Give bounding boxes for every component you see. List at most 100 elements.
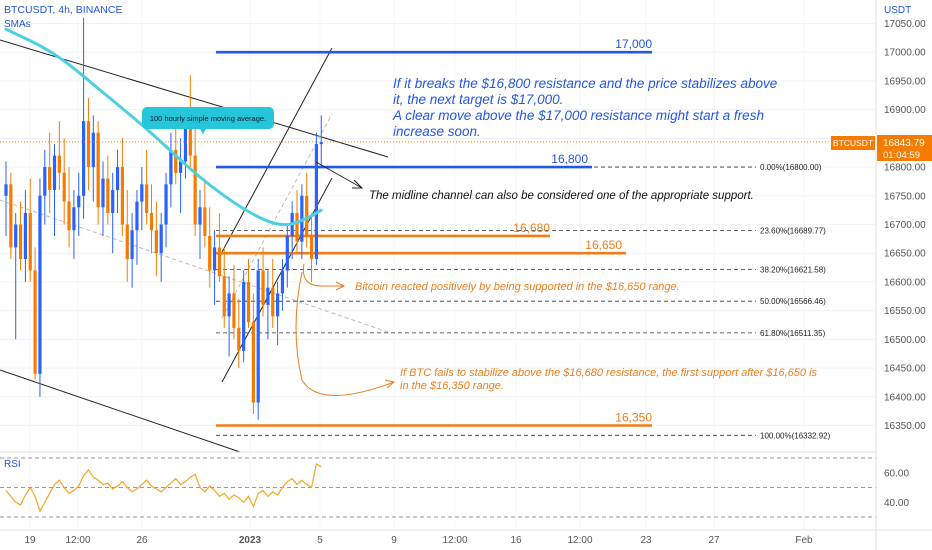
level-17000[interactable]: 17,000 xyxy=(216,37,652,54)
price-axis[interactable]: 17050.0017000.0016950.0016900.0016850.00… xyxy=(884,19,926,432)
candle xyxy=(125,190,129,282)
candle xyxy=(145,149,149,225)
candle xyxy=(217,213,221,282)
candle xyxy=(18,201,23,271)
candle-body xyxy=(319,141,323,145)
candle xyxy=(203,178,207,248)
time-tick-label: 12:00 xyxy=(442,535,467,546)
rsi-tick-label: 60.00 xyxy=(884,468,909,479)
ascending-channel-upper xyxy=(221,47,333,253)
candle xyxy=(135,190,139,265)
candle xyxy=(149,184,154,254)
candle-body xyxy=(77,195,81,208)
symbol-title[interactable]: BTCUSDT, 4h, BINANCE xyxy=(4,4,122,16)
candle xyxy=(72,190,76,259)
price-tick-label: 16350.00 xyxy=(884,421,926,432)
candle xyxy=(28,178,32,282)
candle xyxy=(251,293,255,415)
level-16680[interactable]: 16,680 xyxy=(216,221,550,238)
fib-level: 23.60%(16689.77) xyxy=(216,226,826,235)
candle-body xyxy=(62,172,66,202)
candle xyxy=(305,172,309,248)
candle-body xyxy=(222,276,226,317)
candle-body xyxy=(91,132,95,168)
candle xyxy=(232,264,236,340)
candle-body xyxy=(203,207,207,236)
candle xyxy=(154,201,158,277)
candle-body xyxy=(276,293,280,317)
candle xyxy=(86,98,91,191)
candle-body xyxy=(67,201,71,231)
time-tick-label: 5 xyxy=(317,535,323,546)
candle xyxy=(140,167,144,231)
rsi-grid xyxy=(0,457,876,518)
level-16800[interactable]: 16,800 xyxy=(216,152,592,169)
price-tick-label: 16400.00 xyxy=(884,392,926,403)
candle xyxy=(106,155,110,225)
time-tick-label: 12:00 xyxy=(567,535,592,546)
symbol-badge-text: BTCUSDT xyxy=(833,138,873,148)
rsi-axis: 60.00 40.00 xyxy=(884,468,909,509)
candle-body xyxy=(198,207,202,225)
candle-body xyxy=(309,235,314,259)
candle-body xyxy=(217,247,221,277)
candle xyxy=(319,115,323,168)
candle-body xyxy=(4,184,8,196)
candle xyxy=(111,172,115,254)
time-tick-label: 2023 xyxy=(239,535,262,546)
level-label: 16,350 xyxy=(615,411,652,425)
fib-label: 100.00%(16332.92) xyxy=(760,431,831,440)
candle-body xyxy=(154,230,158,254)
candle xyxy=(280,258,285,311)
time-tick-label: 26 xyxy=(136,535,148,546)
candle xyxy=(266,270,270,340)
candle-body xyxy=(314,144,318,259)
time-tick-label: 19 xyxy=(24,535,36,546)
candle-body xyxy=(179,161,183,173)
price-tick-label: 16600.00 xyxy=(884,277,926,288)
candle-body xyxy=(82,121,86,196)
price-tick-label: 16450.00 xyxy=(884,364,926,375)
candle xyxy=(222,247,226,328)
price-tick-label: 16700.00 xyxy=(884,220,926,231)
candle-body xyxy=(43,167,47,196)
time-axis[interactable]: 19 12:00 26 2023 5 9 12:00 16 12:00 23 27 Feb xyxy=(24,535,813,546)
time-tick-label: 23 xyxy=(640,535,652,546)
fib-level: 50.00%(16566.46) xyxy=(216,297,826,306)
candle xyxy=(256,258,260,420)
candle xyxy=(4,161,8,236)
candle xyxy=(271,258,275,328)
candle xyxy=(48,132,52,214)
fib-level: 61.80%(16511.35) xyxy=(216,329,826,338)
level-16650[interactable]: 16,650 xyxy=(216,238,626,255)
price-tick-label: 16650.00 xyxy=(884,249,926,260)
level-label: 16,650 xyxy=(585,238,622,252)
price-tick-label: 16800.00 xyxy=(884,163,926,174)
candle xyxy=(62,138,66,225)
level-16350[interactable]: 16,350 xyxy=(216,411,652,427)
candle xyxy=(212,230,217,305)
candle-body xyxy=(280,270,285,294)
candle-body xyxy=(174,149,178,173)
price-tick-label: 16750.00 xyxy=(884,191,926,202)
indicator-label[interactable]: SMAs xyxy=(4,19,31,30)
channel-lines xyxy=(0,39,389,452)
candle xyxy=(33,247,37,380)
fail-note: If BTC fails to stabilize above the $16,… xyxy=(400,367,818,392)
currency-label: USDT xyxy=(884,5,911,16)
time-tick-label: Feb xyxy=(795,535,813,546)
candle xyxy=(198,190,202,259)
candle-body xyxy=(130,230,134,259)
candle xyxy=(208,207,212,288)
fib-label: 0.00%(16800.00) xyxy=(760,163,822,172)
fail-note-line-1: If BTC fails to stabilize above the $16,… xyxy=(400,367,818,379)
top-note-line-1: If it breaks the $16,800 resistance and … xyxy=(393,76,777,91)
candle-body xyxy=(208,235,212,271)
candle xyxy=(115,149,120,214)
fail-arrow-head xyxy=(384,379,396,389)
top-note-line-2: it, the next target is $17,000. xyxy=(393,92,563,107)
candle-body xyxy=(28,213,32,271)
rsi-label[interactable]: RSI xyxy=(4,459,21,470)
candle-body xyxy=(72,207,76,231)
